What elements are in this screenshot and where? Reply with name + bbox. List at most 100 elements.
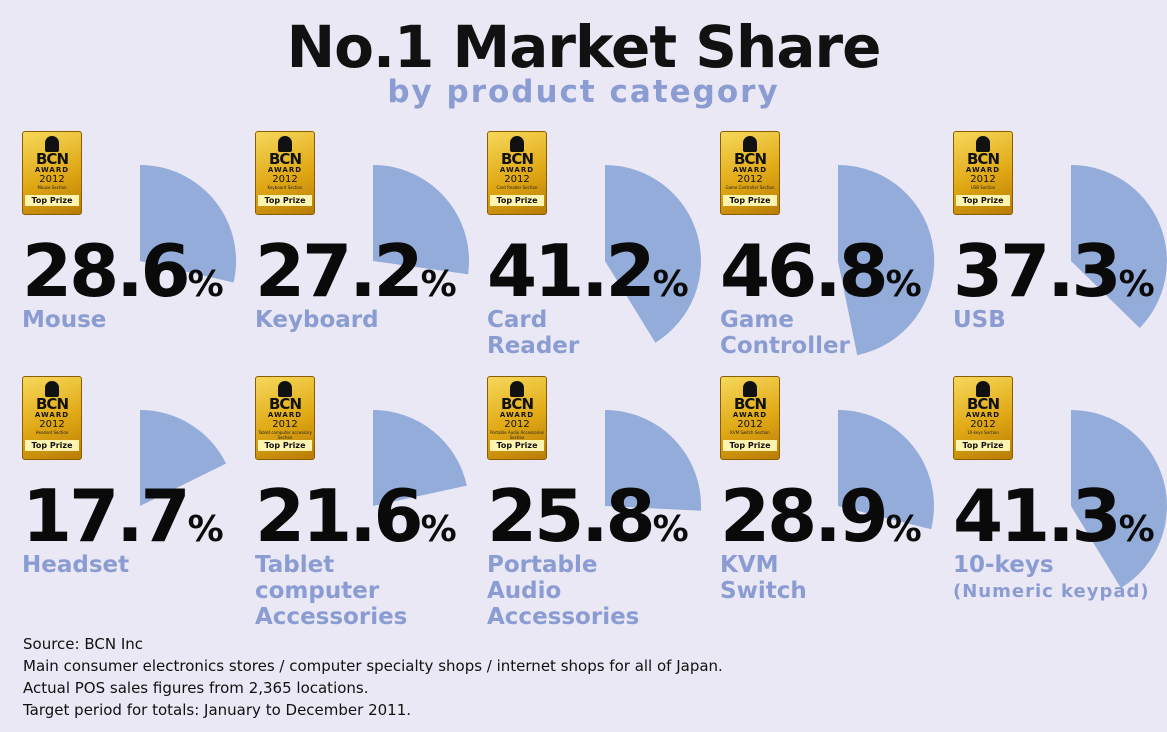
bcn-logo-arch-icon bbox=[45, 381, 59, 397]
footer-locations: Actual POS sales figures from 2,365 loca… bbox=[23, 679, 369, 697]
bcn-logo-arch-icon bbox=[510, 381, 524, 397]
badge-section: Keyboard Section bbox=[267, 185, 303, 190]
share-value: 25.8% bbox=[487, 476, 689, 570]
badge-section: Card Reader Section bbox=[496, 185, 538, 190]
badge-section: Portable Audio Accessories Section bbox=[490, 430, 544, 440]
percent-sign: % bbox=[652, 509, 689, 550]
badge-year: 2012 bbox=[970, 419, 996, 430]
share-number: 25.8 bbox=[487, 474, 656, 558]
footer-stores: Main consumer electronics stores / compu… bbox=[23, 657, 723, 675]
pie-slice bbox=[140, 164, 237, 283]
category-label: Tablet computer Accessories bbox=[255, 552, 408, 630]
share-value: 41.2% bbox=[487, 231, 689, 325]
share-number: 37.3 bbox=[953, 229, 1122, 313]
footer-notes: Source: BCN Inc Main consumer electronic… bbox=[23, 633, 723, 721]
percent-sign: % bbox=[1118, 264, 1155, 305]
share-value: 46.8% bbox=[720, 231, 922, 325]
badge-section: Mouse Section bbox=[37, 185, 67, 190]
badge-brand: BCN bbox=[501, 150, 534, 168]
badge-section: Tablet computer accessory Section bbox=[258, 430, 312, 440]
badge-prize: Top Prize bbox=[956, 195, 1010, 206]
bcn-logo-arch-icon bbox=[278, 381, 292, 397]
badge-year: 2012 bbox=[970, 174, 996, 185]
percent-sign: % bbox=[652, 264, 689, 305]
badge-prize: Top Prize bbox=[25, 195, 79, 206]
market-share-item: BCN AWARD 2012 Game Controller Section Top P… bbox=[720, 131, 945, 376]
bcn-logo-arch-icon bbox=[976, 136, 990, 152]
badge-brand: BCN bbox=[36, 150, 69, 168]
category-label: Card Reader bbox=[487, 307, 580, 359]
share-value: 27.2% bbox=[255, 231, 457, 325]
badge-award: AWARD bbox=[267, 166, 303, 174]
badge-section: USB Section bbox=[970, 185, 996, 190]
pie-chart bbox=[140, 164, 237, 283]
badge-award: AWARD bbox=[34, 166, 70, 174]
badge-year: 2012 bbox=[39, 419, 65, 430]
badge-prize: Top Prize bbox=[723, 195, 777, 206]
category-sublabel: (Numeric keypad) bbox=[953, 581, 1150, 602]
badge-brand: BCN bbox=[967, 150, 1000, 168]
pie-slice bbox=[605, 165, 701, 343]
pie-slice bbox=[605, 410, 702, 511]
badge-prize: Top Prize bbox=[258, 440, 312, 451]
pie-chart bbox=[1071, 165, 1167, 328]
bcn-award-badge-icon: BCN AWARD 2012 Headset Section Top Prize bbox=[22, 376, 82, 460]
badge-brand: BCN bbox=[269, 150, 302, 168]
bcn-award-badge-icon: BCN AWARD 2012 Keyboard Section Top Prize bbox=[255, 131, 315, 215]
badge-prize: Top Prize bbox=[490, 440, 544, 451]
pie-chart bbox=[140, 410, 227, 506]
badge-section: Game Controller Section bbox=[725, 185, 775, 190]
market-share-item: BCN AWARD 2012 Tablet computer accessory Se… bbox=[255, 376, 480, 630]
percent-sign: % bbox=[885, 264, 922, 305]
badge-brand: BCN bbox=[269, 395, 302, 413]
bcn-award-badge-icon: BCN AWARD 2012 Game Controller Section Top P… bbox=[720, 131, 780, 215]
badge-year: 2012 bbox=[504, 174, 530, 185]
category-label: Game Controller bbox=[720, 307, 850, 359]
badge-prize: Top Prize bbox=[956, 440, 1010, 451]
badge-year: 2012 bbox=[504, 419, 530, 430]
bcn-award-badge-icon: BCN AWARD 2012 Mouse Section Top Prize bbox=[22, 131, 82, 215]
share-value: 37.3% bbox=[953, 231, 1155, 325]
pie-slice bbox=[140, 410, 227, 506]
badge-award: AWARD bbox=[732, 166, 768, 174]
badge-year: 2012 bbox=[737, 419, 763, 430]
badge-year: 2012 bbox=[39, 174, 65, 185]
market-share-item: BCN AWARD 2012 Headset Section Top Prize 17.7… bbox=[22, 376, 247, 621]
category-label: Keyboard bbox=[255, 307, 379, 333]
badge-brand: BCN bbox=[734, 150, 767, 168]
bcn-logo-arch-icon bbox=[743, 381, 757, 397]
share-value: 21.6% bbox=[255, 476, 457, 570]
pie-chart bbox=[373, 165, 470, 275]
pie-slice bbox=[1071, 165, 1167, 328]
share-number: 28.9 bbox=[720, 474, 889, 558]
category-label: KVM Switch bbox=[720, 552, 807, 604]
badge-brand: BCN bbox=[501, 395, 534, 413]
bcn-logo-arch-icon bbox=[510, 136, 524, 152]
market-share-item: BCN AWARD 2012 Portable Audio Accessories S… bbox=[487, 376, 712, 630]
share-number: 27.2 bbox=[255, 229, 424, 313]
market-share-item: BCN AWARD 2012 KVM Switch Section Top Prize 2… bbox=[720, 376, 945, 621]
share-number: 41.3 bbox=[953, 474, 1122, 558]
share-value: 28.9% bbox=[720, 476, 922, 570]
badge-prize: Top Prize bbox=[490, 195, 544, 206]
pie-chart bbox=[838, 164, 935, 356]
share-number: 46.8 bbox=[720, 229, 889, 313]
category-label: Mouse bbox=[22, 307, 107, 333]
bcn-award-badge-icon: BCN AWARD 2012 Portable Audio Accessories S… bbox=[487, 376, 547, 460]
bcn-award-badge-icon: BCN AWARD 2012 10-keys Section Top Prize bbox=[953, 376, 1013, 460]
badge-prize: Top Prize bbox=[25, 440, 79, 451]
percent-sign: % bbox=[885, 509, 922, 550]
bcn-logo-arch-icon bbox=[278, 136, 292, 152]
market-share-item: BCN AWARD 2012 10-keys Section Top Prize 41.3… bbox=[953, 376, 1167, 621]
bcn-award-badge-icon: BCN AWARD 2012 KVM Switch Section Top Prize bbox=[720, 376, 780, 460]
percent-sign: % bbox=[187, 264, 224, 305]
badge-award: AWARD bbox=[499, 411, 535, 419]
badge-year: 2012 bbox=[272, 419, 298, 430]
category-label: Headset bbox=[22, 552, 130, 578]
pie-slice bbox=[838, 410, 934, 530]
footer-period: Target period for totals: January to Dec… bbox=[23, 701, 412, 719]
badge-year: 2012 bbox=[272, 174, 298, 185]
bcn-logo-arch-icon bbox=[976, 381, 990, 397]
badge-award: AWARD bbox=[965, 411, 1001, 419]
badge-award: AWARD bbox=[732, 411, 768, 419]
